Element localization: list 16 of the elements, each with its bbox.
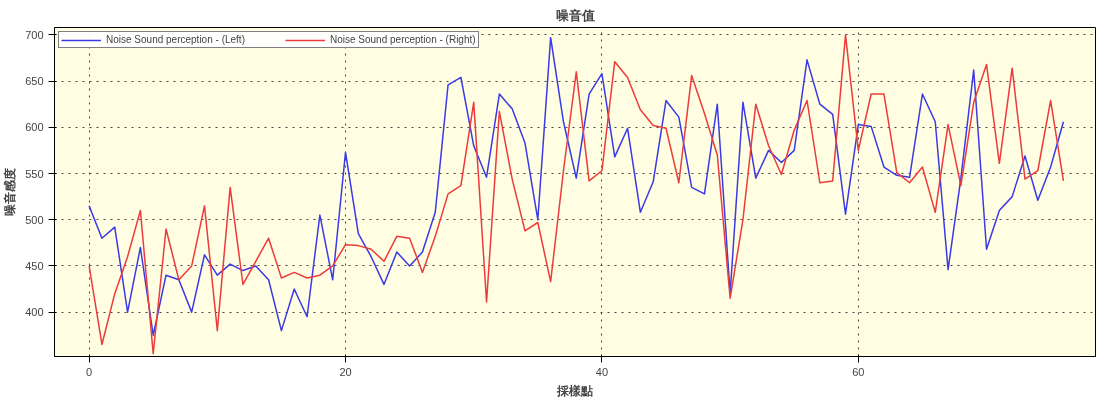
x-tick-label: 60 bbox=[852, 365, 865, 378]
y-axis-title: 噪音感度 bbox=[3, 168, 18, 216]
x-axis-title: 採樣點 bbox=[556, 383, 593, 398]
y-tick-label: 600 bbox=[25, 121, 44, 134]
y-tick-label: 650 bbox=[25, 75, 44, 88]
legend-label: Noise Sound perception - (Left) bbox=[106, 34, 245, 45]
y-tick-label: 450 bbox=[25, 259, 44, 272]
y-tick-label: 700 bbox=[25, 28, 44, 41]
x-tick-label: 20 bbox=[339, 365, 352, 378]
x-tick-label: 0 bbox=[86, 365, 93, 378]
chart-title: 噪音值 bbox=[555, 7, 595, 23]
y-tick-label: 500 bbox=[25, 213, 44, 226]
y-tick-label: 550 bbox=[25, 167, 44, 180]
y-tick-label: 400 bbox=[25, 306, 44, 319]
legend-label: Noise Sound perception - (Right) bbox=[329, 34, 476, 45]
x-tick-label: 40 bbox=[595, 365, 609, 378]
